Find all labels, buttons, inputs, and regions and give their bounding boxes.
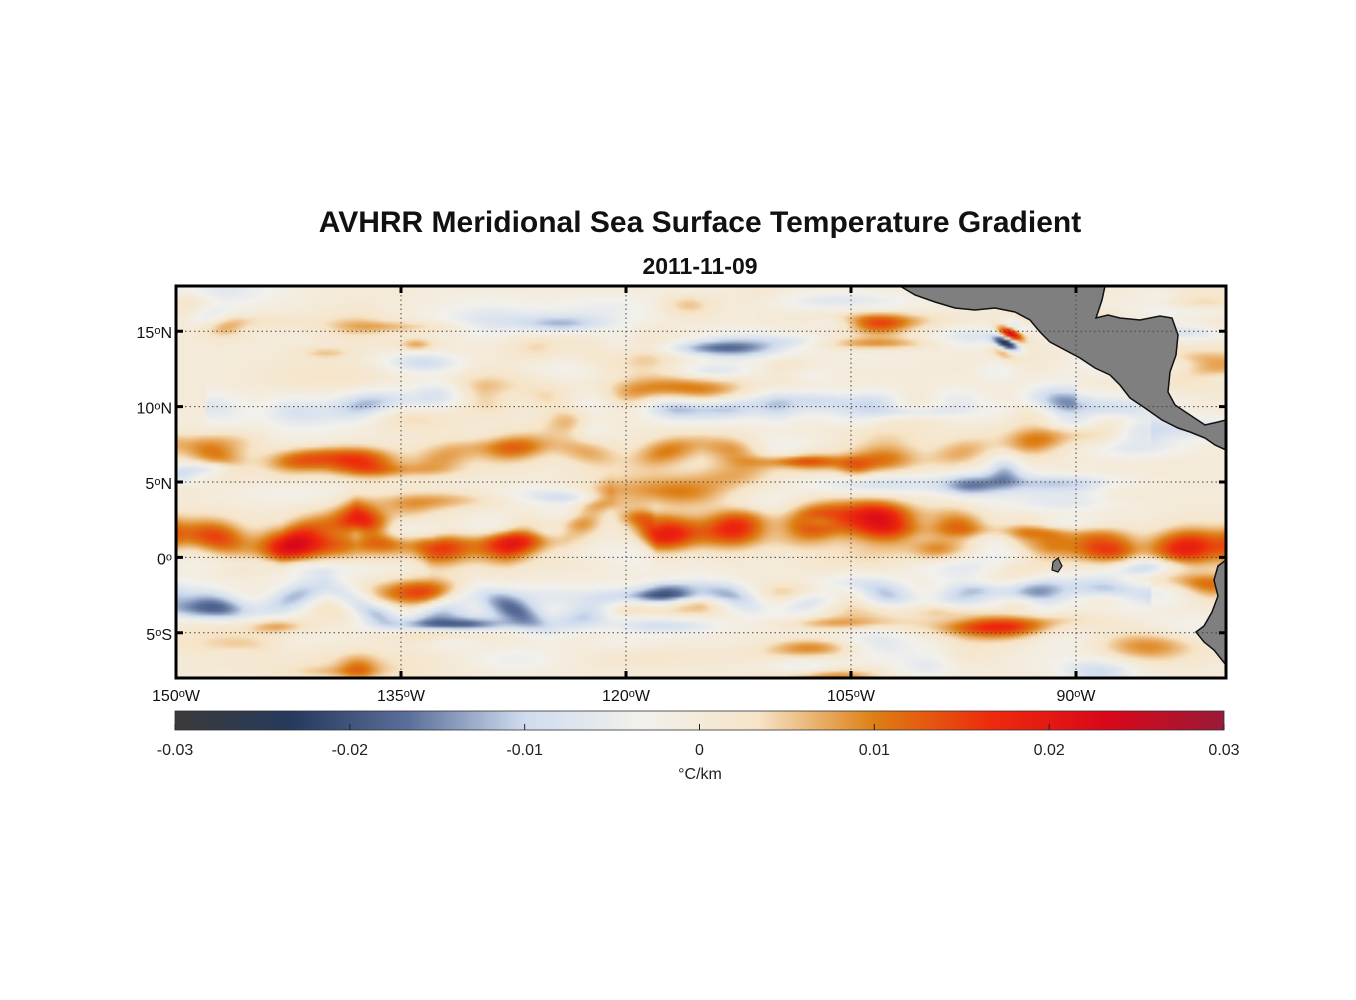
central-america-land — [898, 286, 1226, 451]
colorbar-tick-label: 0 — [695, 742, 704, 759]
chart-title: AVHRR Meridional Sea Surface Temperature… — [318, 206, 1082, 239]
frame-tick-marks — [174, 286, 1226, 678]
colorbar-tick-label: -0.03 — [157, 742, 194, 759]
lat-label: 0o — [157, 551, 172, 568]
galapagos-islands — [1051, 557, 1063, 573]
lat-label: 5oN — [145, 476, 172, 493]
sst-gradient-heatmap — [176, 286, 1226, 678]
colorbar-tick-label: -0.01 — [506, 742, 543, 759]
lon-label: 90oW — [1056, 688, 1096, 705]
lat-label: 10oN — [137, 400, 172, 417]
colorbar-ticks: -0.03 -0.02 -0.01 0 0.01 0.02 0.03 — [157, 724, 1240, 759]
chart-subtitle: 2011-11-09 — [642, 253, 758, 279]
lat-label: 5oS — [146, 627, 172, 644]
lon-label: 120oW — [602, 688, 651, 705]
lon-label: 135oW — [377, 688, 426, 705]
colorbar-tick-label: -0.02 — [332, 742, 369, 759]
colorbar-tick-label: 0.02 — [1034, 742, 1065, 759]
lon-label: 150oW — [152, 688, 201, 705]
lat-label: 15oN — [137, 325, 172, 342]
colorbar-tick-label: 0.01 — [859, 742, 890, 759]
longitude-labels: 150oW 135oW 120oW 105oW 90oW — [152, 688, 1096, 705]
colorbar-tick-label: 0.03 — [1208, 742, 1239, 759]
colorbar-label: °C/km — [678, 766, 722, 783]
latitude-labels: 15oN 10oN 5oN 0o 5oS — [137, 325, 172, 644]
south-america-land — [1194, 559, 1226, 667]
lon-label: 105oW — [827, 688, 876, 705]
